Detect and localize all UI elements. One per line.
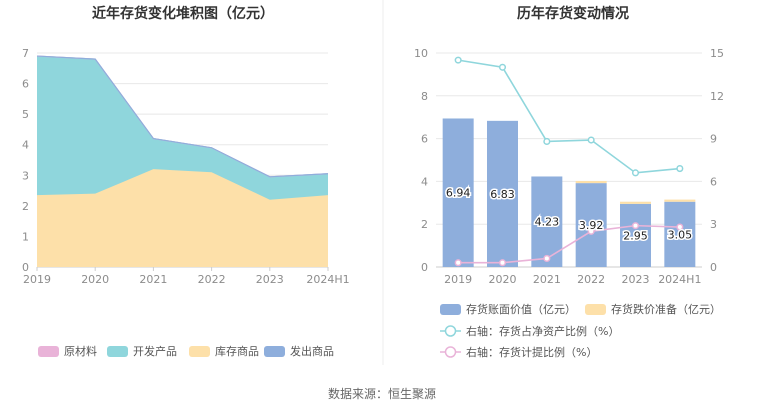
- left-y-tick-label: 1: [22, 230, 29, 243]
- right-x-tick-label: 2021: [533, 273, 561, 286]
- area-shipped-goods-edge: [36, 55, 329, 178]
- right-y-tick-label: 4: [421, 175, 428, 188]
- line-inventory-to-net-assets-point: [676, 165, 684, 173]
- left-y-tick-label: 4: [22, 139, 29, 152]
- right-x-tick-label: 2019: [444, 273, 472, 286]
- right-y2-tick-label: 0: [710, 261, 717, 274]
- right-y-tick-label: 10: [414, 47, 428, 60]
- left-legend-swatch: [38, 346, 59, 357]
- left-y-tick-label: 3: [22, 169, 29, 182]
- bar-value-label: 2.95: [623, 229, 648, 242]
- left-legend-label: 开发产品: [133, 344, 177, 358]
- right-x-axis-ticks: 2019 2020 2021 2022 2023 2024H1: [444, 273, 701, 286]
- right-y2-tick-label: 15: [710, 47, 724, 60]
- left-x-tick-label: 2019: [23, 273, 51, 286]
- right-legend: 存货账面价值（亿元） 存货跌价准备（亿元） 右轴：存货占净资产比例（%） 右轴：存货计…: [440, 302, 721, 359]
- bar-value-label: 6.83: [490, 188, 515, 201]
- left-legend-label: 原材料: [64, 344, 97, 358]
- right-y2-tick-label: 12: [710, 90, 724, 103]
- bar-value-label: 3.92: [579, 219, 604, 232]
- bar-value-label: 3.05: [668, 228, 693, 241]
- right-y-tick-label: 8: [421, 90, 428, 103]
- left-y-axis-ticks: 0 1 2 3 4 5 6 7: [22, 47, 29, 274]
- line-inventory-to-net-assets: [458, 59, 680, 174]
- line-provision-ratio-point: [498, 259, 507, 267]
- bar-book-value: [575, 183, 607, 267]
- left-x-tick-label: 2022: [198, 273, 226, 286]
- left-chart-title: 近年存货变化堆积图（亿元）: [92, 5, 274, 22]
- line-provision-ratio-point: [676, 223, 684, 231]
- right-chart-title: 历年存货变动情况: [517, 5, 629, 22]
- left-y-tick-label: 0: [22, 261, 29, 274]
- left-x-axis-ticks: 2019 2020 2021 2022 2023 2024H1: [23, 273, 350, 286]
- line-inventory-to-net-assets-point: [631, 169, 640, 177]
- area-stock-goods: [37, 169, 328, 267]
- left-x-tick-label: 2024H1: [306, 273, 349, 286]
- right-legend-marker-b: [444, 346, 457, 358]
- line-provision-ratio-point: [454, 259, 462, 267]
- left-legend-swatch: [107, 346, 128, 357]
- left-x-tick-label: 2020: [81, 273, 109, 286]
- line-provision-ratio-point: [631, 222, 640, 230]
- line-inventory-to-net-assets-point: [498, 63, 507, 71]
- left-legend-label: 发出商品: [290, 344, 334, 358]
- right-bar-series: [442, 118, 696, 267]
- left-legend-swatch: [189, 346, 210, 357]
- right-legend-swatch-impair: [585, 304, 606, 315]
- bar-book-value: [620, 203, 651, 267]
- data-source-footer: 数据来源：恒生聚源: [328, 386, 436, 401]
- right-gridlines: [436, 52, 702, 268]
- right-y-axis-ticks: 0 2 4 6 8 10: [414, 47, 428, 274]
- left-legend: 原材料 开发产品 库存商品 发出商品: [38, 344, 334, 358]
- left-y-tick-label: 5: [22, 108, 29, 121]
- bar-impairment: [575, 180, 607, 184]
- right-legend-label: 右轴：存货计提比例（%）: [466, 345, 597, 359]
- right-line-series: [454, 56, 684, 267]
- right-y-tick-label: 0: [421, 261, 428, 274]
- left-y-tick-label: 2: [22, 200, 29, 213]
- bar-book-value: [487, 120, 518, 267]
- right-legend-label: 存货跌价准备（亿元）: [611, 302, 721, 316]
- right-x-tick-label: 2024H1: [658, 273, 701, 286]
- line-provision-ratio: [458, 224, 680, 264]
- bar-book-value: [664, 201, 696, 267]
- line-provision-ratio-point: [543, 254, 551, 262]
- line-inventory-to-net-assets-point: [454, 56, 462, 64]
- right-x-tick-label: 2022: [577, 273, 605, 286]
- left-x-tick-label: 2021: [139, 273, 167, 286]
- left-y-tick-label: 7: [22, 47, 29, 60]
- right-secondary-y-axis-ticks: 0 3 6 9 12 15: [710, 47, 724, 274]
- right-legend-label: 右轴：存货占净资产比例（%）: [466, 324, 619, 338]
- right-legend-label: 存货账面价值（亿元）: [466, 302, 576, 316]
- right-legend-swatch-book: [440, 304, 461, 315]
- right-y-tick-label: 2: [421, 218, 428, 231]
- line-inventory-to-net-assets-point: [587, 136, 595, 144]
- right-bar-value-labels: 6.94 6.83 4.23 3.92 2.95 3.05: [444, 185, 693, 244]
- left-x-tick-label: 2023: [256, 273, 284, 286]
- bar-impairment: [620, 201, 651, 204]
- right-y2-tick-label: 3: [710, 218, 717, 231]
- left-legend-swatch: [264, 346, 285, 357]
- bar-book-value: [442, 118, 474, 267]
- bar-impairment: [664, 199, 696, 202]
- line-provision-ratio-point: [587, 227, 595, 235]
- bar-value-label: 4.23: [535, 216, 560, 229]
- left-y-tick-label: 6: [22, 78, 29, 91]
- line-inventory-to-net-assets-point: [543, 137, 551, 146]
- left-area-series: [36, 55, 329, 267]
- right-y2-tick-label: 6: [710, 175, 717, 188]
- left-legend-label: 库存商品: [215, 344, 259, 358]
- right-x-tick-label: 2023: [622, 273, 650, 286]
- right-y2-tick-label: 9: [710, 133, 717, 146]
- bar-value-label: 6.94: [446, 187, 471, 200]
- right-legend-marker-a: [444, 325, 457, 337]
- right-x-tick-label: 2020: [489, 273, 517, 286]
- area-developed-products: [37, 56, 328, 200]
- bar-line-combo-chart: 历年存货变动情况 6.94 6.83 4.23 3.92 2.95 3.05 0 2 4 6 8 1…: [414, 5, 724, 359]
- right-y-tick-label: 6: [421, 133, 428, 146]
